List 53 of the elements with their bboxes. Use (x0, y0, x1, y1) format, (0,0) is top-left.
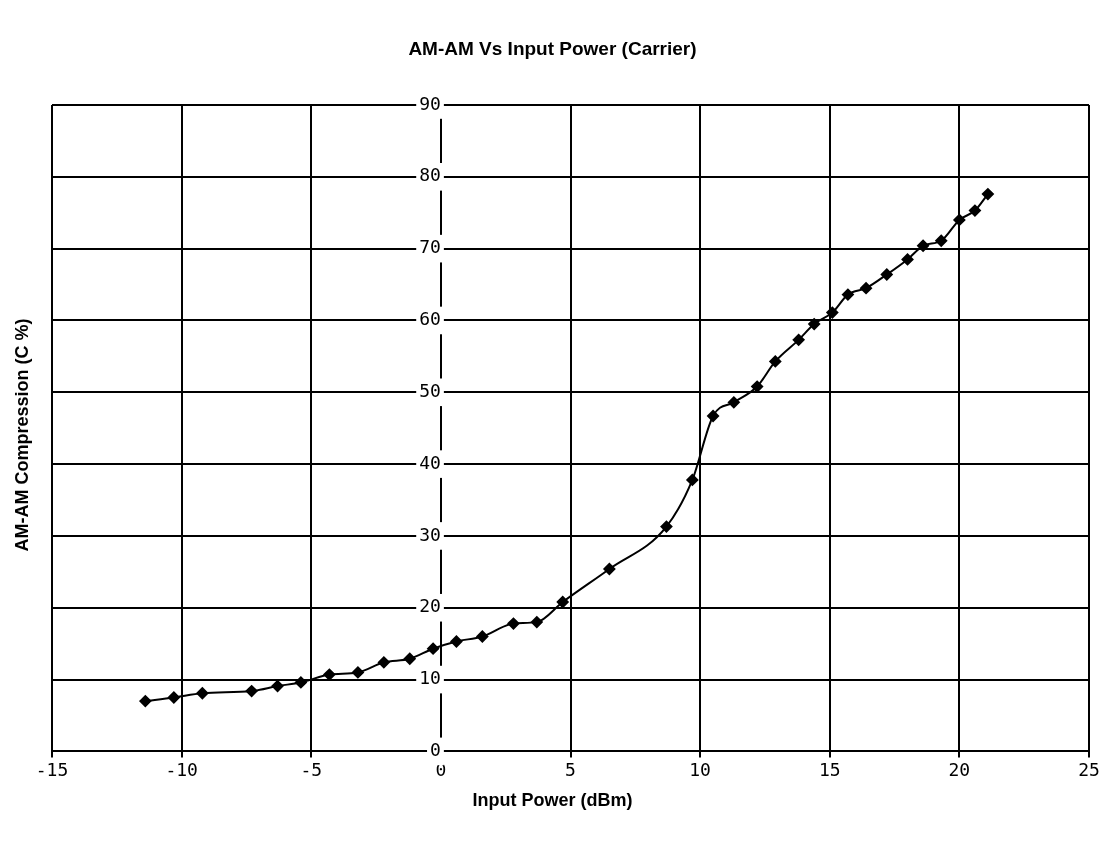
point (935, 234, 948, 247)
point (377, 656, 390, 669)
point (271, 680, 284, 693)
point (769, 355, 782, 368)
point (953, 213, 966, 226)
point (167, 691, 180, 704)
y-tick-label: 40 (419, 451, 441, 473)
point (530, 616, 543, 629)
point (727, 396, 740, 409)
point (707, 409, 720, 422)
point (603, 562, 616, 575)
y-tick-label: 80 (419, 164, 441, 186)
y-tick-label: 30 (419, 523, 441, 545)
point (860, 282, 873, 295)
x-tick-label: -5 (300, 758, 323, 780)
point (792, 333, 805, 346)
x-tick-label: 15 (818, 758, 841, 780)
x-tick-label: 10 (689, 758, 711, 780)
point (427, 642, 440, 655)
point (450, 635, 463, 648)
point (917, 239, 930, 252)
x-tick-label: 25 (1078, 758, 1100, 780)
point (981, 188, 994, 201)
x-tick-label: -15 (35, 758, 69, 780)
point (968, 204, 981, 217)
y-tick-label: 10 (419, 667, 441, 689)
point (686, 473, 699, 486)
point (294, 676, 307, 689)
point (196, 687, 209, 700)
point (808, 318, 821, 331)
point (826, 306, 839, 319)
point (901, 253, 914, 266)
y-tick-label: 90 (419, 92, 441, 114)
y-tick-label: 50 (419, 379, 441, 401)
y-tick-label: 60 (419, 308, 441, 330)
point (880, 268, 893, 281)
point (351, 666, 364, 679)
point (476, 630, 489, 643)
x-tick-label: -10 (165, 758, 198, 780)
y-tick-label: 70 (419, 236, 441, 258)
y-axis-title: AM-AM Compression (C %) (11, 318, 33, 552)
point (507, 617, 520, 630)
point (139, 695, 152, 708)
point (841, 288, 854, 301)
chart-title: AM-AM Vs Input Power (Carrier) (407, 38, 698, 60)
x-tick-label: 5 (565, 758, 576, 780)
x-tick-label: 20 (948, 758, 971, 780)
point (403, 652, 416, 665)
point (245, 685, 258, 698)
y-tick-label: 0 (430, 739, 441, 761)
y-tick-label: 20 (419, 595, 441, 617)
point (660, 520, 673, 533)
x-axis-title: Input Power (dBm) (471, 790, 634, 811)
